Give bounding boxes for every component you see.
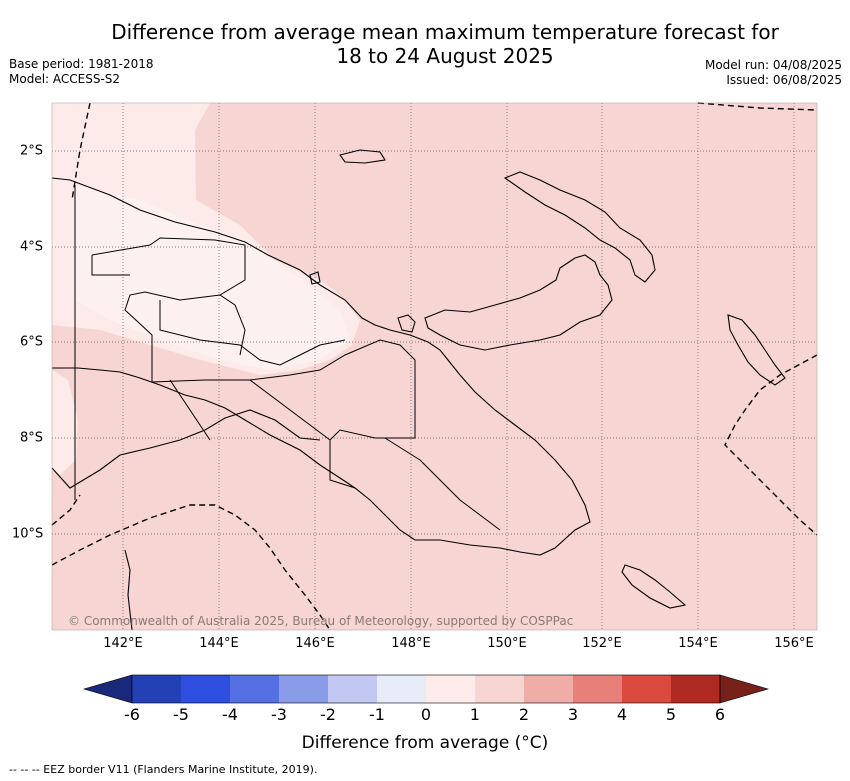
- eez-borders: [51, 102, 818, 631]
- cb-tick: -4: [222, 705, 238, 724]
- lon-label-148: 148°E: [391, 636, 431, 651]
- lon-label-146: 146°E: [295, 636, 335, 651]
- lat-label-10s: 10°S: [12, 526, 44, 542]
- south-coast-fly-river: [51, 409, 321, 489]
- umboi-island: [397, 314, 416, 333]
- lat-label-2s: 2°S: [20, 143, 44, 159]
- lon-label-142: 142°E: [103, 636, 143, 651]
- long-island: [309, 271, 321, 285]
- map-title: Difference from average mean maximum tem…: [90, 20, 800, 68]
- eez-footnote: -- -- -- EEZ border V11 (Flanders Marine…: [9, 763, 318, 776]
- lon-label-154: 154°E: [678, 636, 718, 651]
- colorbar-swatch: [622, 675, 671, 703]
- graticule: [52, 103, 817, 630]
- issued-date: Issued: 06/08/2025: [726, 73, 842, 87]
- cb-tick: -6: [124, 705, 140, 724]
- colorbar-swatch: [132, 675, 181, 703]
- eez-southwest: [51, 504, 331, 631]
- cb-tick: 6: [714, 705, 726, 724]
- lon-label-144: 144°E: [199, 636, 239, 651]
- meta-left: Base period: 1981-2018 Model: ACCESS-S2: [9, 57, 154, 87]
- cb-tick: 5: [665, 705, 677, 724]
- colorbar-swatch: [426, 675, 475, 703]
- colorbar-swatch: [475, 675, 524, 703]
- colorbar-swatch: [181, 675, 230, 703]
- anomaly-zone-light-southwest: [52, 370, 78, 475]
- colorbar-swatch: [230, 675, 279, 703]
- model-run: Model run: 04/08/2025: [704, 58, 842, 72]
- manus-island: [339, 149, 386, 164]
- cb-tick: 2: [518, 705, 530, 724]
- title-line-2: 18 to 24 August 2025: [336, 44, 554, 68]
- bougainville-coast: [727, 314, 786, 386]
- lat-label-8s: 8°S: [20, 430, 44, 446]
- lon-label-150: 150°E: [487, 636, 527, 651]
- eez-west-south: [51, 494, 81, 526]
- louisiade-islands: [621, 564, 687, 609]
- title-line-1: Difference from average mean maximum tem…: [111, 20, 779, 44]
- cb-tick: 3: [567, 705, 579, 724]
- cb-tick: -2: [320, 705, 336, 724]
- eez-east: [724, 354, 818, 536]
- cb-tick: -1: [369, 705, 385, 724]
- provincial-boundaries: [91, 237, 501, 531]
- coastlines: [51, 149, 786, 631]
- new-guinea-coast: [51, 177, 591, 556]
- eez-west-north: [71, 102, 91, 201]
- colorbar-swatch: [279, 675, 328, 703]
- new-ireland-coast: [503, 171, 656, 283]
- colorbar-extend-low: [82, 674, 133, 704]
- cape-york-coast: [124, 549, 133, 631]
- colorbar-outline: [131, 674, 721, 704]
- colorbar-swatch: [377, 675, 426, 703]
- new-britain-coast: [424, 254, 613, 351]
- lon-label-152: 152°E: [582, 636, 622, 651]
- colorbar-title: Difference from average (°C): [301, 733, 549, 753]
- map-frame: [51, 102, 818, 631]
- lat-label-6s: 6°S: [20, 334, 44, 350]
- anomaly-zone-lighter-highlands: [75, 185, 350, 370]
- cb-tick: 0: [420, 705, 432, 724]
- cb-tick: -5: [173, 705, 189, 724]
- meta-right: Model run: 04/08/2025 Issued: 06/08/2025: [705, 58, 842, 88]
- borders: [74, 185, 501, 531]
- cb-tick: 1: [469, 705, 481, 724]
- colorbar-swatch: [671, 675, 720, 703]
- colorbar-swatch: [328, 675, 377, 703]
- copyright-notice: © Commonwealth of Australia 2025, Bureau…: [68, 614, 574, 628]
- lon-label-156: 156°E: [774, 636, 814, 651]
- cb-tick: -3: [271, 705, 287, 724]
- colorbar-extend-high: [719, 674, 770, 704]
- colorbar-swatch: [524, 675, 573, 703]
- map-panel: [51, 102, 818, 631]
- cb-tick: 4: [616, 705, 628, 724]
- base-period: Base period: 1981-2018: [9, 57, 154, 71]
- colorbar-swatch: [573, 675, 622, 703]
- lat-label-4s: 4°S: [20, 239, 44, 255]
- model-name: Model: ACCESS-S2: [9, 72, 121, 86]
- colorbar: [82, 674, 770, 704]
- eez-northeast: [697, 102, 818, 111]
